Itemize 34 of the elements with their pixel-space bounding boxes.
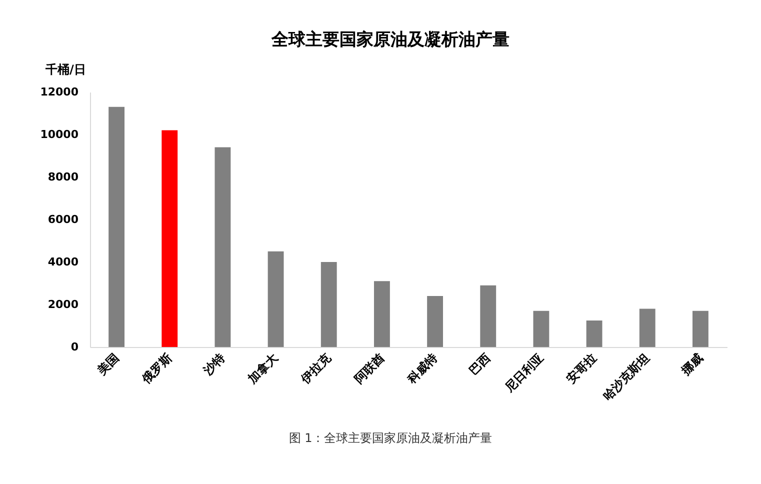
x-tick-label: 尼日利亚: [502, 350, 546, 396]
y-tick-label: 12000: [40, 86, 79, 98]
bar: [692, 310, 708, 347]
y-tick-label: 10000: [40, 128, 79, 141]
bar: [427, 296, 444, 347]
y-tick-label: 6000: [48, 213, 79, 226]
bar: [586, 320, 602, 347]
bar: [162, 130, 178, 347]
y-tick-label: 2000: [48, 298, 79, 311]
x-tick-label: 哈沙克斯坦: [600, 350, 652, 403]
y-tick-label: 8000: [48, 170, 79, 184]
x-tick-label: 阿联酋: [352, 350, 387, 386]
x-tick-label: 俄罗斯: [138, 350, 175, 387]
chart-title: 全球主要国家原油及凝析油产量: [270, 30, 510, 50]
x-tick-label: 沙特: [200, 350, 228, 378]
bar: [533, 310, 550, 347]
bar: [480, 285, 496, 347]
x-tick-label: 巴西: [466, 350, 494, 378]
y-axis-title: 千桶/日: [44, 62, 86, 76]
y-tick-label: 4000: [48, 256, 79, 268]
x-tick-label: 伊拉克: [298, 350, 335, 387]
bar: [268, 251, 284, 347]
bar: [320, 262, 337, 347]
x-tick-label: 挪威: [678, 350, 706, 378]
bar: [214, 147, 231, 347]
x-tick-label: 美国: [94, 350, 122, 378]
bar: [108, 106, 125, 347]
bar: [374, 281, 390, 347]
x-tick-label: 加拿大: [244, 350, 282, 387]
x-tick-label: 科威特: [404, 350, 440, 387]
caption: 图 1：全球主要国家原油及凝析油产量: [288, 431, 492, 445]
x-tick-label: 安哥拉: [564, 350, 600, 386]
y-tick-label: 0: [70, 340, 79, 354]
bar: [639, 308, 656, 347]
